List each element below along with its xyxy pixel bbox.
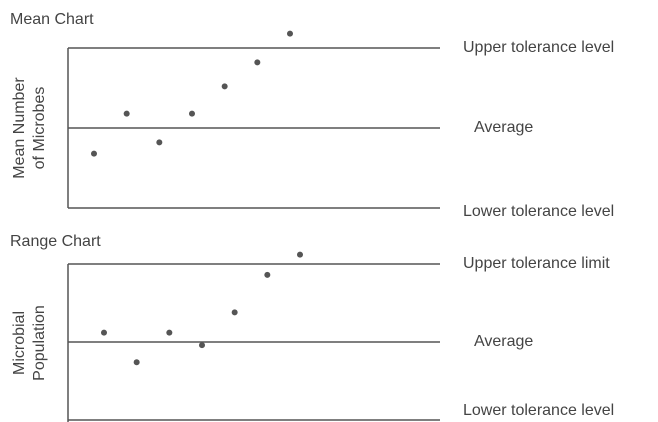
y-tick-label: Upper tolerance limit — [463, 255, 610, 272]
chart-title: Range Chart — [10, 233, 101, 250]
y-axis-label: Population — [31, 305, 48, 381]
y-tick-label: Lower tolerance level — [463, 402, 614, 419]
y-tick-label: Lower tolerance level — [463, 203, 614, 220]
data-point — [199, 342, 205, 349]
data-point — [297, 251, 303, 258]
y-axis-label: Mean Number — [11, 77, 28, 179]
data-point — [101, 329, 107, 336]
data-point — [189, 110, 195, 117]
data-point — [231, 309, 238, 316]
data-point — [264, 271, 271, 278]
y-axis-label: of Microbes — [31, 87, 48, 170]
data-point — [287, 30, 293, 37]
data-point — [221, 83, 228, 90]
data-point — [91, 150, 97, 157]
chart-title: Mean Chart — [10, 11, 94, 28]
data-point — [166, 329, 173, 336]
y-tick-label: Upper tolerance level — [463, 39, 614, 56]
y-tick-label: Average — [474, 119, 533, 136]
y-tick-label: Average — [474, 333, 533, 350]
data-point — [156, 139, 163, 146]
data-point — [254, 59, 261, 66]
data-point — [123, 110, 130, 117]
y-axis-label: Microbial — [11, 311, 28, 375]
data-point — [133, 359, 140, 366]
